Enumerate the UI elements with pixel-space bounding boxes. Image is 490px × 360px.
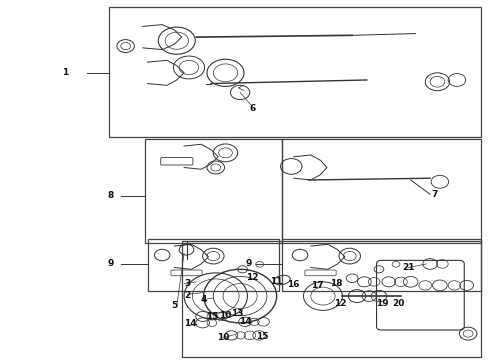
Text: 12: 12	[334, 299, 346, 308]
Bar	[182, 241, 481, 357]
Text: 8: 8	[108, 191, 114, 200]
Text: 2: 2	[184, 291, 191, 300]
Text: 14: 14	[184, 319, 197, 328]
Text: 20: 20	[392, 299, 405, 308]
Text: 10: 10	[217, 333, 229, 342]
Bar	[282, 239, 481, 291]
Text: 10: 10	[220, 311, 232, 320]
Text: 17: 17	[311, 281, 323, 290]
Text: 11: 11	[270, 277, 283, 286]
Text: 6: 6	[249, 104, 255, 113]
Text: 5: 5	[171, 301, 177, 310]
Text: 19: 19	[376, 299, 389, 308]
Text: 13: 13	[231, 309, 244, 318]
Bar	[147, 239, 279, 291]
Text: 16: 16	[288, 280, 300, 289]
Bar	[145, 139, 282, 243]
Text: 9: 9	[245, 260, 252, 269]
Text: 9: 9	[108, 260, 114, 269]
Text: 15: 15	[256, 332, 269, 341]
Bar	[109, 7, 481, 137]
Text: 14: 14	[239, 316, 251, 325]
Text: 21: 21	[402, 263, 415, 272]
Bar	[282, 139, 481, 243]
Text: 12: 12	[246, 273, 259, 282]
Text: 7: 7	[432, 190, 438, 199]
Text: 15: 15	[206, 312, 218, 321]
Text: 18: 18	[330, 279, 343, 288]
Text: 3: 3	[184, 279, 191, 288]
Text: 1: 1	[62, 68, 68, 77]
Text: 4: 4	[200, 295, 207, 304]
